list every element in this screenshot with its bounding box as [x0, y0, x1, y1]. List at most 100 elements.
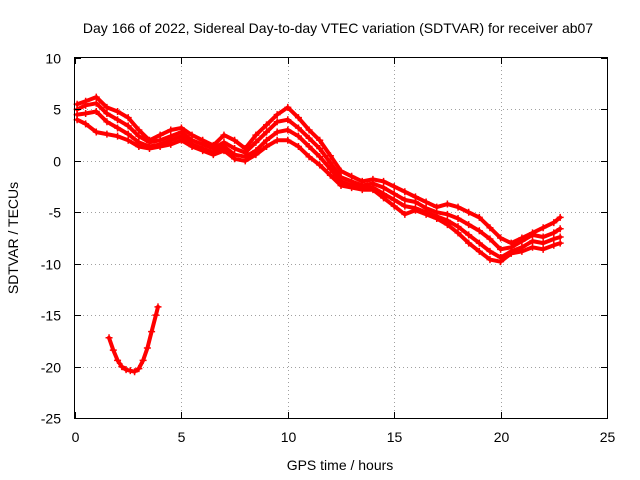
- data-point: [154, 303, 162, 311]
- data-point: [145, 145, 153, 153]
- data-point: [539, 239, 547, 247]
- data-point: [433, 214, 441, 222]
- data-point: [422, 198, 430, 206]
- data-point: [105, 334, 113, 342]
- data-point: [539, 233, 547, 241]
- data-point: [465, 208, 473, 216]
- data-point: [252, 131, 260, 139]
- data-point: [124, 114, 132, 122]
- data-point: [486, 256, 494, 264]
- data-point: [135, 142, 143, 150]
- data-point: [135, 132, 143, 140]
- data-point: [390, 190, 398, 198]
- x-tick-label: 10: [281, 429, 297, 445]
- y-tick-label: 10: [45, 51, 61, 67]
- data-point: [263, 128, 271, 136]
- y-tick-label: 0: [53, 154, 61, 170]
- data-point: [294, 132, 302, 140]
- data-point: [82, 101, 90, 109]
- x-tick-label: 0: [72, 429, 80, 445]
- data-point: [109, 346, 117, 354]
- data-point: [294, 142, 302, 150]
- data-point: [263, 136, 271, 144]
- data-point: [337, 182, 345, 190]
- data-point: [529, 231, 537, 239]
- data-point: [380, 184, 388, 192]
- data-point: [369, 186, 377, 194]
- chart-title: Day 166 of 2022, Sidereal Day-to-day VTE…: [83, 20, 593, 36]
- data-point: [252, 151, 260, 159]
- data-point: [454, 203, 462, 211]
- y-tick-label: -25: [41, 411, 61, 427]
- data-point: [497, 258, 505, 266]
- data-point: [305, 134, 313, 142]
- data-point: [284, 136, 292, 144]
- data-point: [114, 116, 122, 124]
- data-point: [475, 239, 483, 247]
- series-line-1: [75, 95, 563, 246]
- data-point: [177, 136, 185, 144]
- data-point: [550, 241, 558, 249]
- x-axis-ticks: 0 5 10 15 20 25: [72, 58, 615, 445]
- data-point: [539, 224, 547, 232]
- data-point: [556, 213, 564, 221]
- data-point: [114, 356, 122, 364]
- data-point: [188, 142, 196, 150]
- data-point: [411, 206, 419, 214]
- data-point: [156, 142, 164, 150]
- data-point: [316, 136, 324, 144]
- data-point: [92, 107, 100, 115]
- data-point: [507, 249, 515, 257]
- data-point: [139, 356, 147, 364]
- data-point: [148, 328, 156, 336]
- data-point: [454, 229, 462, 237]
- data-point: [401, 196, 409, 204]
- data-point: [401, 202, 409, 210]
- data-point: [518, 237, 526, 245]
- data-point: [273, 118, 281, 126]
- data-point: [124, 122, 132, 130]
- data-point: [305, 126, 313, 134]
- data-traces: [73, 93, 564, 376]
- data-point: [550, 235, 558, 243]
- x-tick-label: 5: [178, 429, 186, 445]
- data-point: [529, 243, 537, 251]
- data-point: [443, 221, 451, 229]
- data-point: [326, 159, 334, 167]
- data-point: [103, 118, 111, 126]
- data-point: [475, 213, 483, 221]
- data-point: [454, 223, 462, 231]
- x-tick-label: 20: [494, 429, 510, 445]
- data-point: [486, 247, 494, 255]
- plot-frame: [74, 57, 608, 419]
- data-point: [273, 136, 281, 144]
- data-point: [114, 124, 122, 132]
- data-point: [241, 157, 249, 165]
- data-point: [305, 153, 313, 161]
- data-point: [326, 165, 334, 173]
- data-point: [199, 147, 207, 155]
- data-point: [167, 126, 175, 134]
- data-point: [124, 136, 132, 144]
- data-point: [209, 151, 217, 159]
- data-point: [380, 177, 388, 185]
- data-point: [103, 130, 111, 138]
- data-point: [273, 111, 281, 119]
- data-point: [556, 233, 564, 241]
- data-point: [284, 126, 292, 134]
- data-point: [475, 227, 483, 235]
- data-point: [518, 247, 526, 255]
- data-point: [316, 145, 324, 153]
- data-point: [252, 138, 260, 146]
- data-point: [550, 219, 558, 227]
- data-point: [539, 245, 547, 253]
- data-point: [486, 235, 494, 243]
- data-point: [390, 196, 398, 204]
- x-axis-label: GPS time / hours: [287, 457, 394, 473]
- data-point: [390, 183, 398, 191]
- data-point: [92, 99, 100, 107]
- data-point: [443, 210, 451, 218]
- data-point: [326, 171, 334, 179]
- data-point: [263, 142, 271, 150]
